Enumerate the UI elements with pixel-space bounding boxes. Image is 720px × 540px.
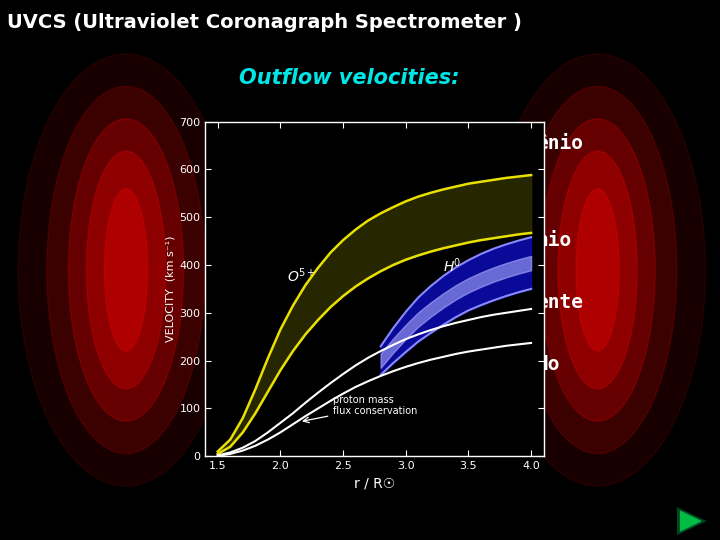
Text: ente: ente: [536, 293, 583, 312]
Text: proton mass
flux conservation: proton mass flux conservation: [333, 395, 418, 416]
Text: ênio: ênio: [536, 133, 583, 153]
Text: Outflow velocities:: Outflow velocities:: [239, 68, 459, 87]
X-axis label: r / R☉: r / R☉: [354, 477, 395, 491]
Ellipse shape: [490, 54, 706, 486]
Ellipse shape: [47, 86, 205, 454]
Ellipse shape: [18, 54, 234, 486]
Ellipse shape: [540, 119, 655, 421]
Ellipse shape: [558, 151, 637, 389]
Text: nio: nio: [536, 231, 572, 250]
Text: H$^{0}$: H$^{0}$: [444, 256, 462, 275]
Ellipse shape: [86, 151, 166, 389]
Text: UVCS (Ultraviolet Coronagraph Spectrometer ): UVCS (Ultraviolet Coronagraph Spectromet…: [7, 14, 522, 32]
Ellipse shape: [68, 119, 184, 421]
Text: do: do: [536, 355, 560, 374]
Text: O$^{5+}$: O$^{5+}$: [287, 266, 315, 285]
Ellipse shape: [518, 86, 677, 454]
Polygon shape: [680, 511, 701, 531]
Y-axis label: VELOCITY  (km s⁻¹): VELOCITY (km s⁻¹): [165, 235, 175, 342]
Ellipse shape: [104, 189, 148, 351]
Ellipse shape: [576, 189, 619, 351]
